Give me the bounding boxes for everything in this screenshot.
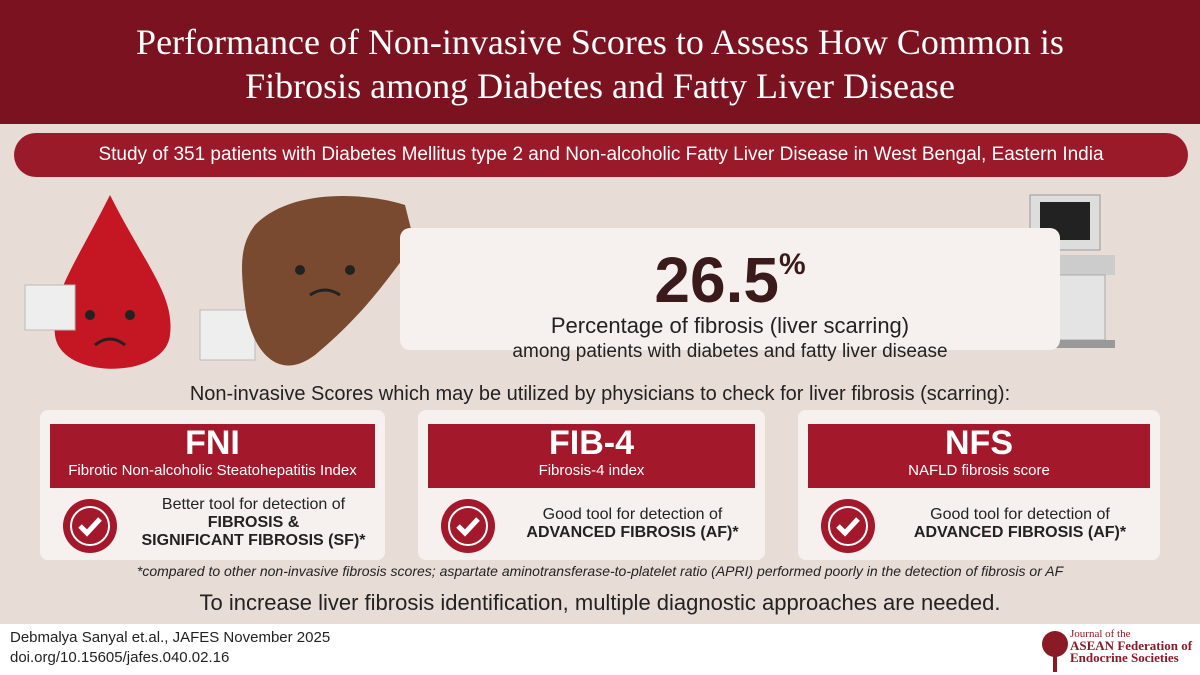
- score-abbr: FNI: [185, 424, 240, 462]
- score-name: NAFLD fibrosis score: [908, 462, 1050, 479]
- card-body: Good tool for detection of ADVANCED FIBRO…: [888, 506, 1152, 542]
- check-icon: [63, 499, 117, 553]
- journal-logo: Journal of the ASEAN Federation of Endoc…: [1070, 628, 1192, 664]
- card-header: FIB-4 Fibrosis-4 index: [428, 424, 755, 488]
- logo-line: Journal of the: [1070, 628, 1131, 640]
- doi: doi.org/10.15605/jafes.040.02.16: [10, 649, 230, 666]
- card-emphasis: SIGNIFICANT FIBROSIS (SF)*: [141, 532, 366, 549]
- card-desc: Good tool for detection of: [542, 506, 723, 523]
- card-emphasis: ADVANCED FIBROSIS (AF)*: [913, 524, 1127, 541]
- score-card: FNI Fibrotic Non-alcoholic Steatohepatiti…: [40, 410, 385, 560]
- check-icon: [821, 499, 875, 553]
- card-body: Better tool for detection of FIBROSIS & SI…: [130, 496, 377, 550]
- conclusion: To increase liver fibrosis identificatio…: [199, 590, 1001, 615]
- stat-box: 26.5% Percentage of fibrosis (liver scar…: [400, 228, 1060, 362]
- title: Performance of Non-invasive Scores to As…: [0, 0, 1200, 124]
- stat-unit: %: [778, 248, 806, 281]
- card-header: NFS NAFLD fibrosis score: [808, 424, 1150, 488]
- card-header: FNI Fibrotic Non-alcoholic Steatohepatiti…: [50, 424, 375, 488]
- authors: Debmalya Sanyal et.al., JAFES November 2…: [10, 629, 331, 646]
- card-desc: Good tool for detection of: [930, 506, 1110, 523]
- footnote: *compared to other non-invasive fibrosis…: [136, 563, 1064, 579]
- stat-sublabel: among patients with diabetes and fatty l…: [512, 341, 948, 362]
- card-emphasis: ADVANCED FIBROSIS (AF)*: [526, 524, 739, 541]
- score-abbr: FIB-4: [549, 424, 634, 462]
- card-desc: Better tool for detection of: [161, 496, 346, 513]
- score-abbr: NFS: [945, 424, 1013, 462]
- stat-number: 26.5: [654, 244, 779, 316]
- title-line: Fibrosis among Diabetes and Fatty Liver …: [245, 66, 955, 106]
- logo-line: Endocrine Societies: [1070, 650, 1179, 665]
- scores-heading: Non-invasive Scores which may be utilize…: [189, 383, 1011, 405]
- footer: [0, 624, 1200, 675]
- card-emphasis: FIBROSIS &: [207, 514, 300, 531]
- illustration: [24, 195, 415, 369]
- card-body: Good tool for detection of ADVANCED FIBRO…: [508, 506, 757, 542]
- score-name: Fibrosis-4 index: [538, 462, 645, 479]
- stat-value: 26.5%: [400, 232, 1060, 313]
- logo-line: ASEAN Federation of: [1070, 638, 1193, 653]
- title-line: Performance of Non-invasive Scores to As…: [136, 22, 1064, 62]
- score-name: Fibrotic Non-alcoholic Steatohepatitis I…: [68, 462, 357, 479]
- logo-tree: [1042, 631, 1068, 672]
- score-card: FIB-4 Fibrosis-4 index Good tool for detec…: [418, 410, 765, 560]
- study-banner: Study of 351 patients with Diabetes Mell…: [14, 133, 1188, 177]
- check-icon: [441, 499, 495, 553]
- score-card: NFS NAFLD fibrosis score Good tool for det…: [798, 410, 1160, 560]
- citation: Debmalya Sanyal et.al., JAFES November 2…: [10, 628, 330, 668]
- stat-label: Percentage of fibrosis (liver scarring): [550, 313, 910, 338]
